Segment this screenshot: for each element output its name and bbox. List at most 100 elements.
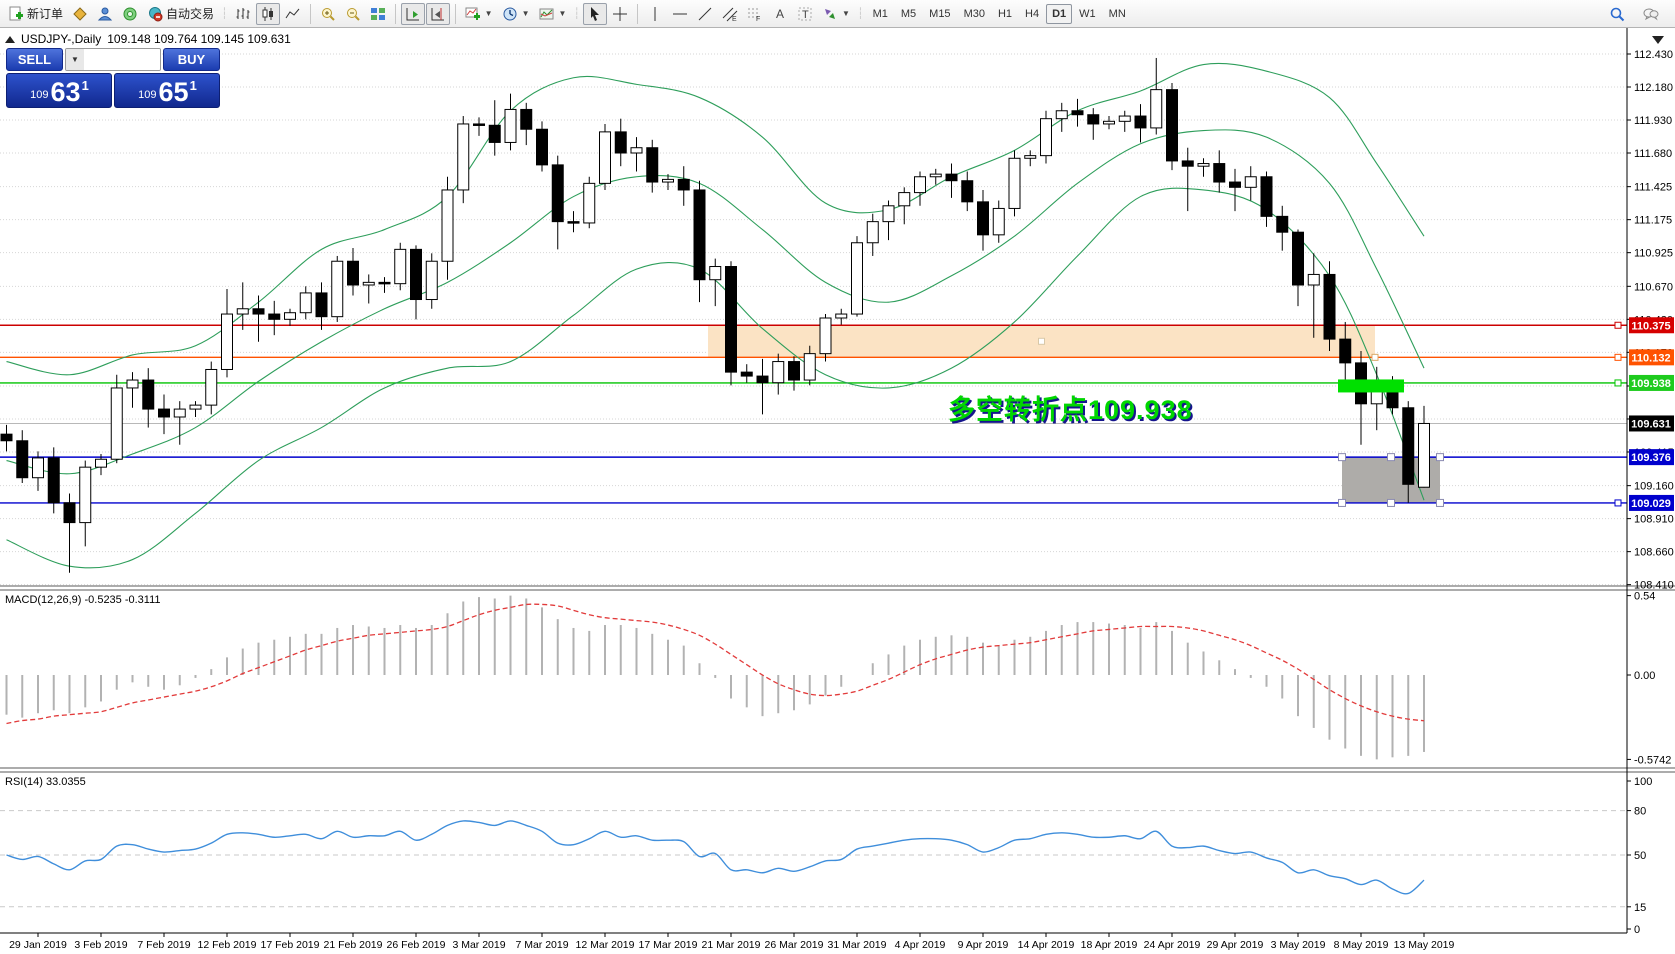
price-axis[interactable]: 112.430 112.180 111.930 111.680 111.425 111.1…: [1626, 28, 1674, 933]
svg-text:100: 100: [1634, 776, 1652, 788]
svg-text:12 Mar 2019: 12 Mar 2019: [576, 939, 635, 951]
horizontal-line-icon: [673, 13, 688, 14]
periods-button[interactable]: ▼: [498, 3, 534, 25]
auto-scroll-icon: [406, 7, 419, 20]
tile-windows-button[interactable]: [366, 3, 390, 25]
svg-text:112.180: 112.180: [1634, 82, 1673, 94]
sell-price-box[interactable]: 109 63 1: [6, 73, 112, 108]
arrows-button[interactable]: ▼: [818, 3, 854, 25]
svg-text:21 Mar 2019: 21 Mar 2019: [702, 939, 761, 951]
toolbar-grip: ┆: [573, 8, 581, 20]
toolbar: 新订单 自动交易 ┆: [0, 0, 1675, 28]
timeframe-m30[interactable]: M30: [963, 7, 985, 20]
price-badge-110.375: [1629, 317, 1674, 334]
svg-text:110.132: 110.132: [1631, 352, 1670, 364]
new-chart-button[interactable]: [68, 3, 92, 25]
timeframe-m1[interactable]: M1: [872, 7, 888, 20]
svg-text:31 Mar 2019: 31 Mar 2019: [828, 939, 887, 951]
zoom-in-icon: [321, 7, 335, 21]
buy-button[interactable]: BUY: [163, 48, 220, 71]
timeframe-h1[interactable]: H1: [997, 7, 1013, 20]
auto-scroll-button[interactable]: [400, 2, 425, 25]
macd-signal-line: [6, 603, 1425, 725]
selection-handles[interactable]: [1038, 337, 1444, 507]
svg-text:29 Jan 2019: 29 Jan 2019: [9, 939, 67, 951]
svg-text:3 Mar 2019: 3 Mar 2019: [452, 939, 505, 951]
candlestick-icon: [262, 6, 273, 21]
templates-button[interactable]: ▼: [535, 3, 571, 25]
bar-chart-button[interactable]: [231, 3, 255, 25]
volume-decrease-button[interactable]: ▼: [66, 49, 84, 70]
macd-name: MACD(12,26,9): [5, 594, 82, 606]
svg-text:111.425: 111.425: [1634, 182, 1672, 194]
svg-text:110.375: 110.375: [1631, 320, 1670, 332]
price-badge-109.938: [1629, 374, 1674, 391]
svg-text:29 Apr 2019: 29 Apr 2019: [1207, 939, 1264, 951]
cursor-icon: [591, 6, 600, 21]
volume-input[interactable]: [84, 49, 160, 70]
pivot-annotation[interactable]: 多空转折点109.938: [948, 395, 1193, 425]
svg-text:108.660: 108.660: [1634, 547, 1674, 559]
timeframe-m15[interactable]: M15: [929, 7, 951, 20]
svg-text:7 Feb 2019: 7 Feb 2019: [137, 939, 190, 951]
rsi-name: RSI(14): [5, 776, 43, 788]
buy-price-figure: 109: [138, 89, 157, 101]
candlestick-chart-button[interactable]: [255, 2, 280, 25]
trendline-button[interactable]: [693, 3, 717, 25]
svg-text:26 Feb 2019: 26 Feb 2019: [387, 939, 446, 951]
horizontal-levels[interactable]: [0, 321, 1627, 507]
buy-price-point: 1: [189, 78, 197, 93]
zoom-in-button[interactable]: [316, 3, 340, 25]
timeframe-d1[interactable]: D1: [1046, 3, 1073, 24]
indicators-button[interactable]: ▼: [461, 3, 497, 25]
community-chat-button[interactable]: [1639, 3, 1663, 25]
green-pivot-bar[interactable]: [1338, 379, 1404, 393]
svg-text:111.175: 111.175: [1634, 215, 1672, 227]
svg-text:110.925: 110.925: [1634, 248, 1673, 260]
autotrading-button[interactable]: 自动交易: [143, 3, 218, 25]
collapse-panel-icon[interactable]: [5, 35, 15, 43]
rsi-label: RSI(14) 33.0355: [5, 776, 86, 788]
chart-shift-button[interactable]: [425, 2, 450, 25]
buy-price-box[interactable]: 109 65 1: [114, 73, 220, 108]
svg-text:0: 0: [1634, 924, 1640, 936]
crosshair-button[interactable]: [608, 3, 632, 25]
signal-icon: [123, 7, 137, 20]
toolbar-separator: [637, 3, 639, 24]
timeframe-h4[interactable]: H4: [1025, 7, 1040, 20]
candles[interactable]: [0, 57, 1430, 573]
timeframe-mn[interactable]: MN: [1108, 7, 1126, 20]
arrows-caret: ▼: [842, 9, 850, 18]
date-axis[interactable]: 29 Jan 2019 3 Feb 2019 7 Feb 2019 12 Feb 20…: [0, 932, 1627, 951]
cursor-button[interactable]: [583, 2, 608, 25]
svg-text:15: 15: [1634, 902, 1646, 914]
crosshair-icon: [613, 6, 628, 21]
svg-text:21 Feb 2019: 21 Feb 2019: [324, 939, 383, 951]
toolbar-separator: [309, 3, 311, 24]
vertical-line-button[interactable]: [643, 3, 667, 25]
timeframe-w1[interactable]: W1: [1079, 7, 1096, 20]
svg-text:109.631: 109.631: [1631, 418, 1671, 430]
profiles-button[interactable]: [93, 3, 117, 25]
zoom-out-button[interactable]: [341, 3, 365, 25]
svg-text:T: T: [802, 9, 809, 21]
text-label-button[interactable]: T: [793, 3, 817, 25]
new-order-button[interactable]: 新订单: [4, 3, 67, 25]
trendline-icon: [698, 7, 712, 20]
sell-button[interactable]: SELL: [6, 48, 63, 71]
equidistant-channel-button[interactable]: E: [718, 3, 742, 25]
chart-shift-icon: [431, 7, 444, 20]
search-button[interactable]: [1605, 3, 1629, 25]
text-button[interactable]: A: [768, 3, 792, 25]
timeframe-m5[interactable]: M5: [900, 7, 917, 20]
macd-values: -0.5235 -0.3111: [84, 594, 161, 606]
signals-button[interactable]: [118, 3, 142, 25]
line-chart-button[interactable]: [281, 3, 305, 25]
horizontal-line-button[interactable]: [668, 3, 692, 25]
ohlc-values: 109.148 109.764 109.145 109.631: [107, 32, 291, 46]
fibonacci-button[interactable]: F: [743, 3, 767, 25]
